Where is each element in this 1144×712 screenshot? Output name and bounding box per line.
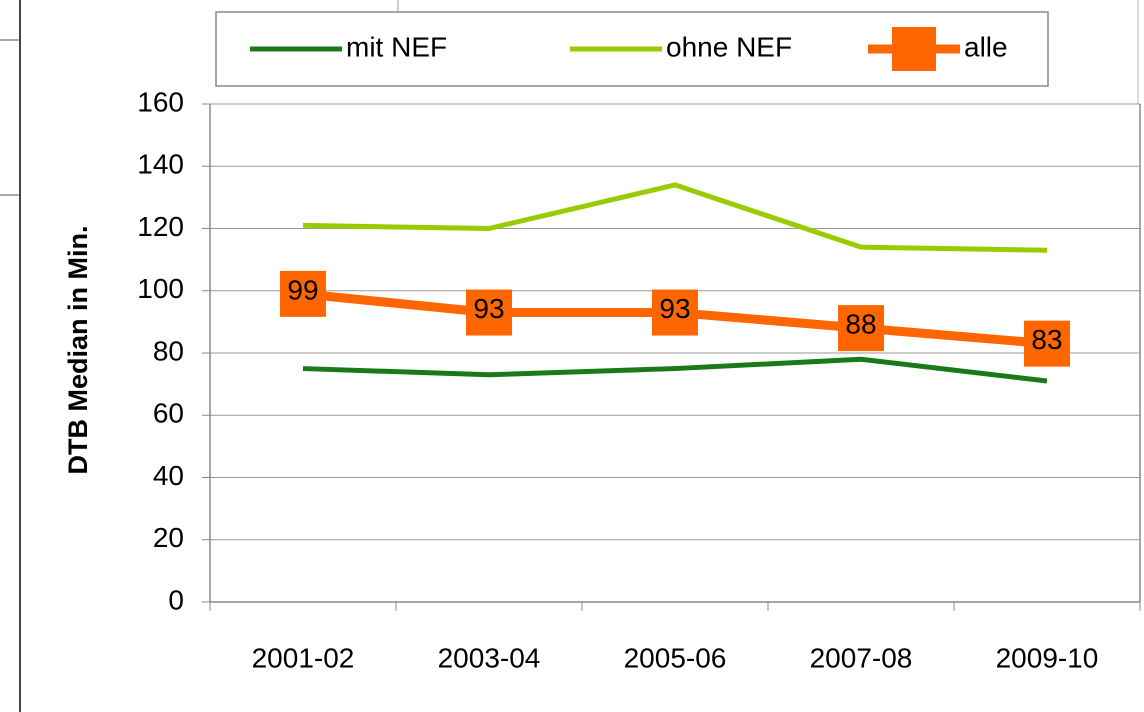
y-tick-label: 160 bbox=[137, 86, 184, 117]
y-tick-label: 20 bbox=[153, 522, 184, 553]
series-line bbox=[302, 182, 1048, 253]
data-marker bbox=[838, 305, 884, 352]
legend-label: alle bbox=[964, 31, 1008, 62]
y-tick-label: 120 bbox=[137, 211, 184, 242]
x-tick-label: 2007-08 bbox=[810, 642, 913, 673]
legend-label: mit NEF bbox=[346, 31, 447, 62]
data-label: 83 bbox=[1031, 324, 1062, 355]
y-tick-label: 40 bbox=[153, 460, 184, 491]
data-label: 93 bbox=[473, 293, 504, 324]
data-label: 99 bbox=[287, 274, 318, 305]
y-axis-label: DTB Median in Min. bbox=[63, 226, 93, 475]
data-label: 88 bbox=[845, 308, 876, 339]
data-label: 93 bbox=[659, 293, 690, 324]
y-tick-label: 0 bbox=[168, 584, 184, 615]
legend-marker bbox=[892, 27, 936, 71]
x-tick-label: 2009-10 bbox=[996, 642, 1099, 673]
y-tick-label: 60 bbox=[153, 398, 184, 429]
y-tick-label: 100 bbox=[137, 273, 184, 304]
x-tick-label: 2001-02 bbox=[252, 642, 355, 673]
data-marker bbox=[466, 289, 512, 336]
y-tick-label: 80 bbox=[153, 335, 184, 366]
series-line bbox=[302, 356, 1048, 384]
legend-label: ohne NEF bbox=[666, 31, 792, 62]
data-marker bbox=[280, 270, 326, 317]
x-tick-label: 2005-06 bbox=[624, 642, 727, 673]
x-tick-label: 2003-04 bbox=[438, 642, 541, 673]
data-marker bbox=[652, 289, 698, 336]
y-tick-label: 140 bbox=[137, 149, 184, 180]
data-marker bbox=[1024, 320, 1070, 367]
